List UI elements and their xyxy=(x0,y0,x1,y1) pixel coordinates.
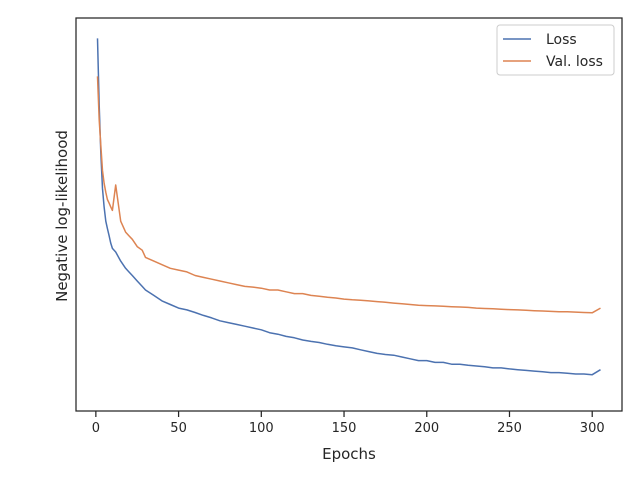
legend: Loss Val. loss xyxy=(496,24,615,76)
series-line-loss xyxy=(96,38,601,376)
axes-layer: 0 50 100 150 200 250 300 xyxy=(75,17,623,436)
y-axis-label: Negative log-likelihood xyxy=(53,130,71,302)
plot-frame xyxy=(75,17,623,412)
x-tick-label: 50 xyxy=(170,421,187,436)
legend-label-val-loss: Val. loss xyxy=(546,54,603,70)
x-tick-label: 0 xyxy=(92,421,100,436)
x-tick-label: 200 xyxy=(414,421,439,436)
x-tick-label: 100 xyxy=(249,421,274,436)
x-axis-label: Epochs xyxy=(322,445,376,463)
legend-label-loss: Loss xyxy=(546,32,577,48)
series-line-val-loss xyxy=(96,76,601,314)
x-tick-label: 150 xyxy=(332,421,357,436)
legend-box xyxy=(496,24,615,76)
x-tick-label: 300 xyxy=(580,421,605,436)
x-tick-label: 250 xyxy=(497,421,522,436)
series-layer xyxy=(96,38,601,376)
